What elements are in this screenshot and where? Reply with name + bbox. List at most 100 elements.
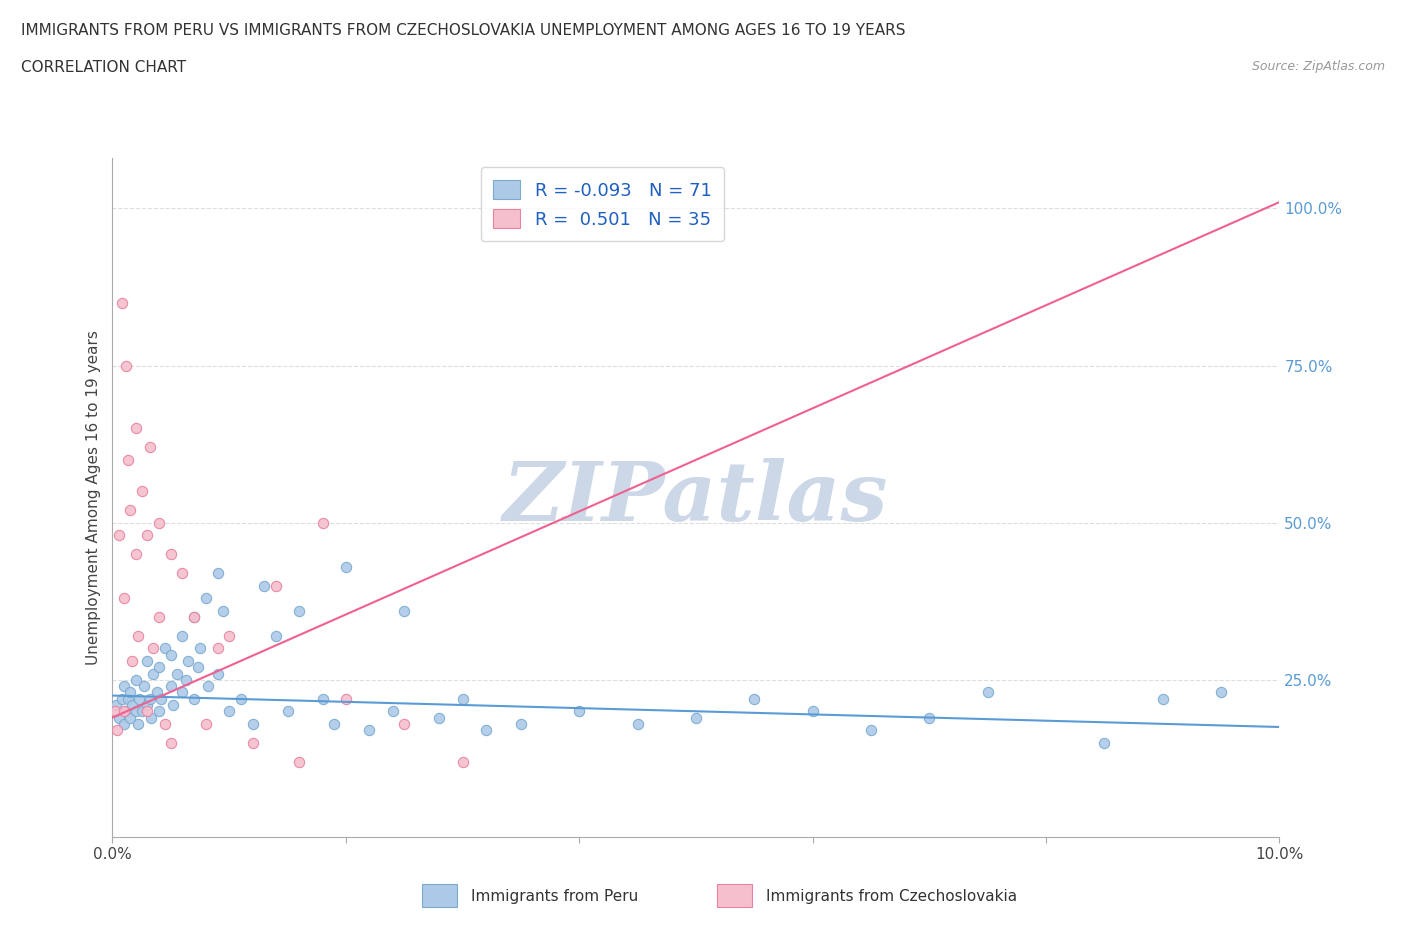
Point [142,666,165,681]
Point [117,691,139,706]
Point [153,641,176,656]
Point [127,629,149,644]
Point [801,704,824,719]
Point [148,609,170,624]
Point [160,547,183,562]
Point [627,716,650,731]
Point [427,711,450,725]
Point [104,704,127,719]
Point [118,711,141,725]
Point [105,723,128,737]
Point [148,515,170,530]
Point [242,736,264,751]
Point [127,716,149,731]
Point [118,503,141,518]
Point [276,704,298,719]
Point [121,654,143,669]
Point [125,704,148,719]
Point [860,723,883,737]
Point [288,604,311,618]
Point [394,604,416,618]
Point [918,711,941,725]
Point [136,654,159,669]
Point [132,679,155,694]
Point [117,452,139,467]
Point [146,685,169,700]
Point [172,565,194,580]
Point [162,698,184,712]
Point [323,716,346,731]
Point [148,660,170,675]
FancyBboxPatch shape [422,884,457,908]
Point [183,609,205,624]
Point [183,691,205,706]
Point [288,754,311,769]
Legend: R = -0.093   N = 71, R =  0.501   N = 35: R = -0.093 N = 71, R = 0.501 N = 35 [481,167,724,241]
Point [509,716,531,731]
Text: ZIPatlas: ZIPatlas [503,458,889,538]
Point [112,591,135,605]
Point [125,547,148,562]
Point [139,711,162,725]
Point [253,578,276,593]
Point [115,704,138,719]
Point [177,654,200,669]
Point [194,591,217,605]
Point [111,295,134,310]
Point [475,723,498,737]
Point [685,711,707,725]
Point [1209,685,1232,700]
FancyBboxPatch shape [717,884,752,908]
Point [394,716,416,731]
Point [264,578,287,593]
Point [174,672,197,687]
Point [188,641,211,656]
Point [742,691,765,706]
Point [172,685,194,700]
Point [131,484,153,498]
Point [142,641,165,656]
Text: Source: ZipAtlas.com: Source: ZipAtlas.com [1251,60,1385,73]
Point [187,660,209,675]
Point [194,716,217,731]
Point [197,679,219,694]
Point [108,711,131,725]
Text: Immigrants from Czechoslovakia: Immigrants from Czechoslovakia [766,889,1018,904]
Point [207,666,229,681]
Point [125,672,148,687]
Point [451,691,474,706]
Point [108,528,131,543]
Point [1094,736,1116,751]
Text: CORRELATION CHART: CORRELATION CHART [21,60,186,75]
Point [172,629,194,644]
Point [264,629,287,644]
Point [229,691,252,706]
Point [218,629,240,644]
Point [166,666,188,681]
Point [136,528,159,543]
Point [118,685,141,700]
Point [150,691,173,706]
Point [112,704,135,719]
Point [242,716,264,731]
Point [160,736,183,751]
Y-axis label: Unemployment Among Ages 16 to 19 years: Unemployment Among Ages 16 to 19 years [86,330,101,665]
Point [381,704,404,719]
Point [112,679,135,694]
Point [335,691,357,706]
Point [125,421,148,436]
Point [359,723,381,737]
Point [976,685,998,700]
Point [160,679,183,694]
Point [104,698,127,712]
Point [311,691,333,706]
Point [218,704,240,719]
Point [121,698,143,712]
Point [136,698,159,712]
Point [128,691,150,706]
Point [183,609,205,624]
Point [207,565,229,580]
Point [131,704,153,719]
Point [160,647,183,662]
Text: IMMIGRANTS FROM PERU VS IMMIGRANTS FROM CZECHOSLOVAKIA UNEMPLOYMENT AMONG AGES 1: IMMIGRANTS FROM PERU VS IMMIGRANTS FROM … [21,23,905,38]
